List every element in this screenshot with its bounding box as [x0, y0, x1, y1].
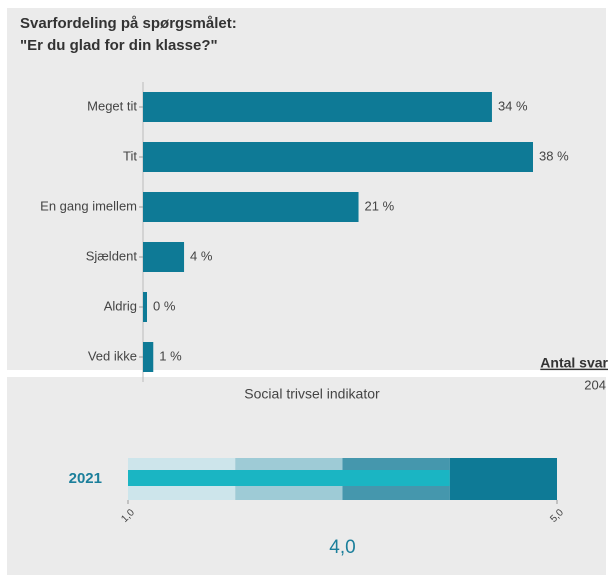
chart-title: "Er du glad for din klasse?" [20, 37, 218, 54]
band [449, 458, 557, 500]
y-tick-label: Tit [123, 148, 137, 163]
value-label: 38 % [539, 148, 569, 163]
value-label: 4 % [190, 248, 213, 263]
bar [143, 342, 154, 372]
annotation-label: Antal svar [540, 355, 608, 371]
value-label: 21 % [365, 198, 395, 213]
y-tick-label: Sjældent [86, 248, 138, 263]
bar [143, 192, 359, 222]
y-tick-label: En gang imellem [40, 198, 137, 213]
y-tick-label: Meget tit [87, 98, 137, 113]
bar [143, 142, 533, 172]
value-label: 34 % [498, 98, 528, 113]
chart-title: Social trivsel indikator [244, 386, 380, 402]
bar [143, 92, 492, 122]
chart-title: Svarfordeling på spørgsmålet: [20, 15, 237, 32]
value-label: 1 % [159, 348, 182, 363]
y-tick-label: Ved ikke [88, 348, 137, 363]
category-label: 2021 [69, 470, 102, 487]
bar [143, 292, 147, 322]
panel [7, 8, 606, 370]
value-label: 4,0 [329, 537, 355, 558]
value-label: 0 % [153, 298, 176, 313]
bar [128, 470, 450, 486]
annotation-value: 204 [584, 377, 606, 392]
bar [143, 242, 185, 272]
y-tick-label: Aldrig [104, 298, 137, 313]
